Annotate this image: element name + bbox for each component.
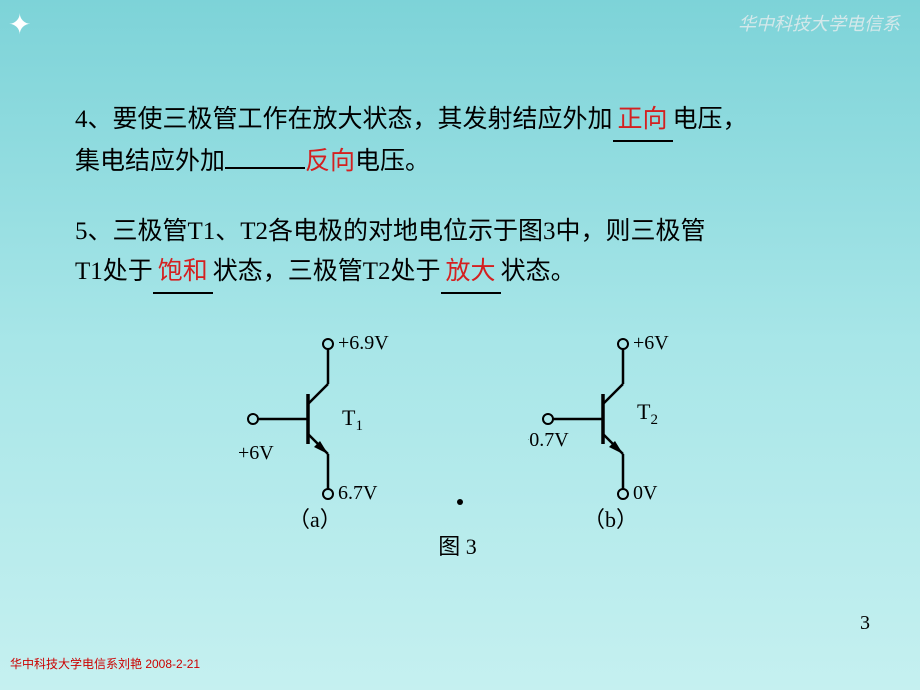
t2-emitter-v: 0V bbox=[633, 482, 658, 504]
q4-line2-prefix: 集电结应外加 bbox=[75, 148, 225, 175]
q5-line1: 5、三极管T1、T2各电极的对地电位示于图3中，则三极管 bbox=[75, 218, 706, 245]
q5-blank-1: 饱和 bbox=[153, 252, 213, 294]
main-content: 4、要使三极管工作在放大状态，其发射结应外加正向电压， 集电结应外加反向电压。 … bbox=[0, 0, 920, 561]
svg-text:T2: T2 bbox=[637, 399, 658, 428]
t1-sub-label: （a） bbox=[288, 507, 342, 529]
t1-base-v: +6V bbox=[238, 442, 274, 464]
question-5: 5、三极管T1、T2各电极的对地电位示于图3中，则三极管 T1处于饱和状态，三极… bbox=[75, 212, 860, 294]
transistor-diagram-t1: +6.9V T1 +6V 6.7V （a） bbox=[238, 329, 408, 534]
q5-line2-prefix: T1处于 bbox=[75, 258, 153, 285]
q5-answer-2: 放大 bbox=[446, 258, 496, 285]
header-logo: 华中科技大学电信系 bbox=[738, 10, 900, 36]
diagram-area: +6.9V T1 +6V 6.7V （a） bbox=[75, 329, 860, 534]
corner-star-icon: ✦ bbox=[8, 8, 31, 42]
page-number: 3 bbox=[860, 612, 870, 635]
svg-text:T1: T1 bbox=[342, 405, 363, 434]
q5-mid: 状态，三极管T2处于 bbox=[213, 258, 441, 285]
transistor-svg-t1: +6.9V T1 +6V 6.7V （a） bbox=[238, 329, 408, 529]
t2-base-v: +0.7V bbox=[528, 429, 569, 451]
q5-suffix: 状态。 bbox=[501, 258, 576, 285]
q5-blank-2: 放大 bbox=[441, 252, 501, 294]
footer-text: 华中科技大学电信系刘艳 2008-2-21 bbox=[10, 655, 200, 672]
header-logo-text: 华中科技大学电信系 bbox=[738, 14, 900, 34]
q4-blank-1: 正向 bbox=[613, 100, 673, 142]
q4-blank-empty bbox=[225, 167, 305, 169]
t1-collector-v: +6.9V bbox=[338, 332, 389, 354]
t1-emitter-v: 6.7V bbox=[338, 482, 378, 504]
q4-suffix: 电压。 bbox=[355, 148, 430, 175]
transistor-svg-t2: +6V T2 +0.7V 0V （b） bbox=[528, 329, 698, 529]
q5-answer-1: 饱和 bbox=[158, 258, 208, 285]
t2-sub-label: （b） bbox=[583, 507, 638, 529]
question-4: 4、要使三极管工作在放大状态，其发射结应外加正向电压， 集电结应外加 反向电压。 bbox=[75, 100, 860, 182]
q4-answer-1: 正向 bbox=[618, 106, 668, 133]
transistor-diagram-t2: +6V T2 +0.7V 0V （b） bbox=[528, 329, 698, 534]
q4-prefix: 4、要使三极管工作在放大状态，其发射结应外加 bbox=[75, 106, 613, 133]
q4-mid1: 电压， bbox=[673, 106, 748, 133]
q4-answer-2: 反向 bbox=[305, 148, 355, 175]
center-dot bbox=[457, 499, 463, 505]
t2-collector-v: +6V bbox=[633, 332, 669, 354]
figure-caption: 图 3 bbox=[55, 529, 860, 561]
